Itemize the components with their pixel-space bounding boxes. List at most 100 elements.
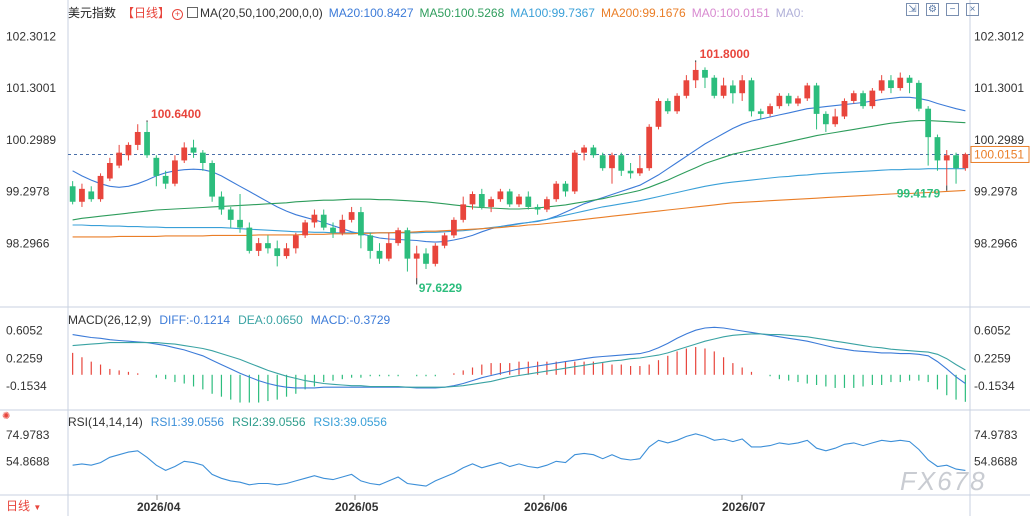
candle-body (571, 152, 578, 192)
right-tick-label-4: 98.2966 (974, 236, 1018, 250)
candle-body (776, 95, 783, 107)
close-icon[interactable]: × (966, 3, 979, 16)
macd-dea: DEA:0.0650 (238, 313, 303, 327)
candle-body (888, 80, 894, 89)
candle-body (590, 147, 597, 156)
right-tick-label-3: 99.2978 (974, 185, 1018, 199)
macd-left-tick-1: 0.2259 (6, 351, 43, 365)
candle-body (237, 219, 243, 228)
right-tick-label-1: 101.3001 (974, 81, 1024, 95)
candle-body (227, 209, 234, 220)
current-price-box (970, 145, 1030, 163)
x-label-3: 2026/07 (722, 500, 766, 514)
candle-body (804, 85, 811, 99)
macd-diff: DIFF:-0.1214 (159, 313, 231, 327)
candle-body (841, 100, 848, 117)
right-tick-label-2: 100.2989 (974, 133, 1024, 147)
candle-body (125, 144, 132, 156)
ma-indicator-icon[interactable] (187, 7, 199, 18)
candle-body (850, 93, 857, 101)
candle-body (860, 93, 866, 107)
candle-body (451, 219, 457, 236)
x-label-2: 2026/06 (524, 500, 568, 514)
rsi-right-tick-0: 74.9783 (974, 428, 1018, 442)
candle-body (664, 100, 671, 112)
settings-icon[interactable]: ⚙ (926, 3, 939, 16)
candle-body (953, 155, 959, 169)
candle-body (255, 243, 262, 251)
candle-body (544, 199, 550, 210)
rsi-header: RSI(14,14,14) RSI1:39.0556 RSI2:39.0556 RSI… (68, 415, 395, 429)
expand-icon[interactable]: ⇲ (906, 3, 919, 16)
left-tick-label-4: 98.2966 (6, 236, 50, 250)
left-tick-label-0: 102.3012 (6, 29, 56, 43)
candle-body (478, 194, 485, 207)
candle-body (822, 113, 829, 125)
candle-body (330, 227, 336, 233)
ma-indicator-label[interactable]: MA(20,50,100,200,0,0) (200, 6, 323, 20)
candle-body (915, 82, 922, 109)
ma20-value: MA20:100.8427 (328, 6, 414, 20)
candle-body (637, 168, 643, 174)
rsi1-value: RSI1:39.0556 (150, 415, 225, 429)
macd-right-tick-1: 0.2259 (974, 351, 1011, 365)
candle-body (562, 183, 569, 192)
candle-body (609, 155, 615, 169)
candle-body (720, 85, 727, 96)
candle-body (962, 154, 969, 169)
candle-body (627, 170, 634, 174)
candle-body (460, 204, 467, 220)
candle-body (348, 212, 355, 220)
annotation-low: 97.6229 (419, 281, 463, 295)
rsi-left-tick-0: 74.9783 (6, 428, 50, 442)
macd-value: MACD:-0.3729 (310, 313, 391, 327)
ma100-value: MA100:99.7367 (510, 6, 595, 20)
minimize-icon[interactable]: − (946, 3, 959, 16)
rsi-left-tick-1: 54.8688 (6, 454, 50, 468)
ma50-value: MA50:100.5268 (419, 6, 505, 20)
diff-line (72, 326, 966, 389)
add-indicator-icon[interactable]: + (172, 9, 184, 20)
candle-body (795, 98, 801, 104)
candle-body (878, 80, 885, 91)
candle-body (413, 253, 420, 259)
watermark: FX678 (900, 466, 987, 496)
candle-body (69, 186, 76, 202)
candle-body (339, 219, 346, 233)
candle-body (88, 191, 95, 200)
ma200-line (72, 189, 966, 238)
candle-body (181, 147, 188, 161)
candle-body (441, 235, 448, 246)
candle-body (144, 131, 150, 156)
candle-body (832, 116, 839, 125)
ma100-line (72, 168, 966, 234)
period-label[interactable]: 【日线】 (122, 6, 171, 20)
macd-left-tick-2: -0.1534 (6, 379, 47, 393)
rsi-line (72, 433, 966, 487)
left-tick-label-1: 101.3001 (6, 81, 56, 95)
candle-body (367, 235, 374, 251)
candle-body (116, 152, 123, 166)
chevron-down-icon: ▼ (33, 503, 42, 512)
candle-body (292, 235, 299, 249)
candle-body (199, 152, 206, 163)
candle-body (172, 160, 178, 184)
candle-body (358, 212, 364, 236)
candle-body (497, 191, 504, 200)
candle-body (134, 131, 141, 145)
current-price-label: 100.0151 (974, 147, 1024, 161)
candle-body (79, 188, 85, 202)
x-label-1: 2026/05 (335, 500, 379, 514)
candle-body (655, 100, 662, 127)
candle-body (302, 222, 309, 236)
candle-body (265, 243, 271, 249)
candle-body (692, 69, 699, 81)
rsi-settings-icon[interactable]: ✺ (2, 411, 11, 422)
period-switch[interactable]: 日线 ▼ (6, 497, 41, 514)
candle-body (897, 77, 904, 89)
candle-body (320, 214, 327, 228)
annotation-right-low: 99.4179 (897, 186, 941, 200)
left-tick-label-3: 99.2978 (6, 185, 50, 199)
instrument-name: 美元指数 (68, 6, 117, 20)
candle-body (209, 163, 216, 197)
